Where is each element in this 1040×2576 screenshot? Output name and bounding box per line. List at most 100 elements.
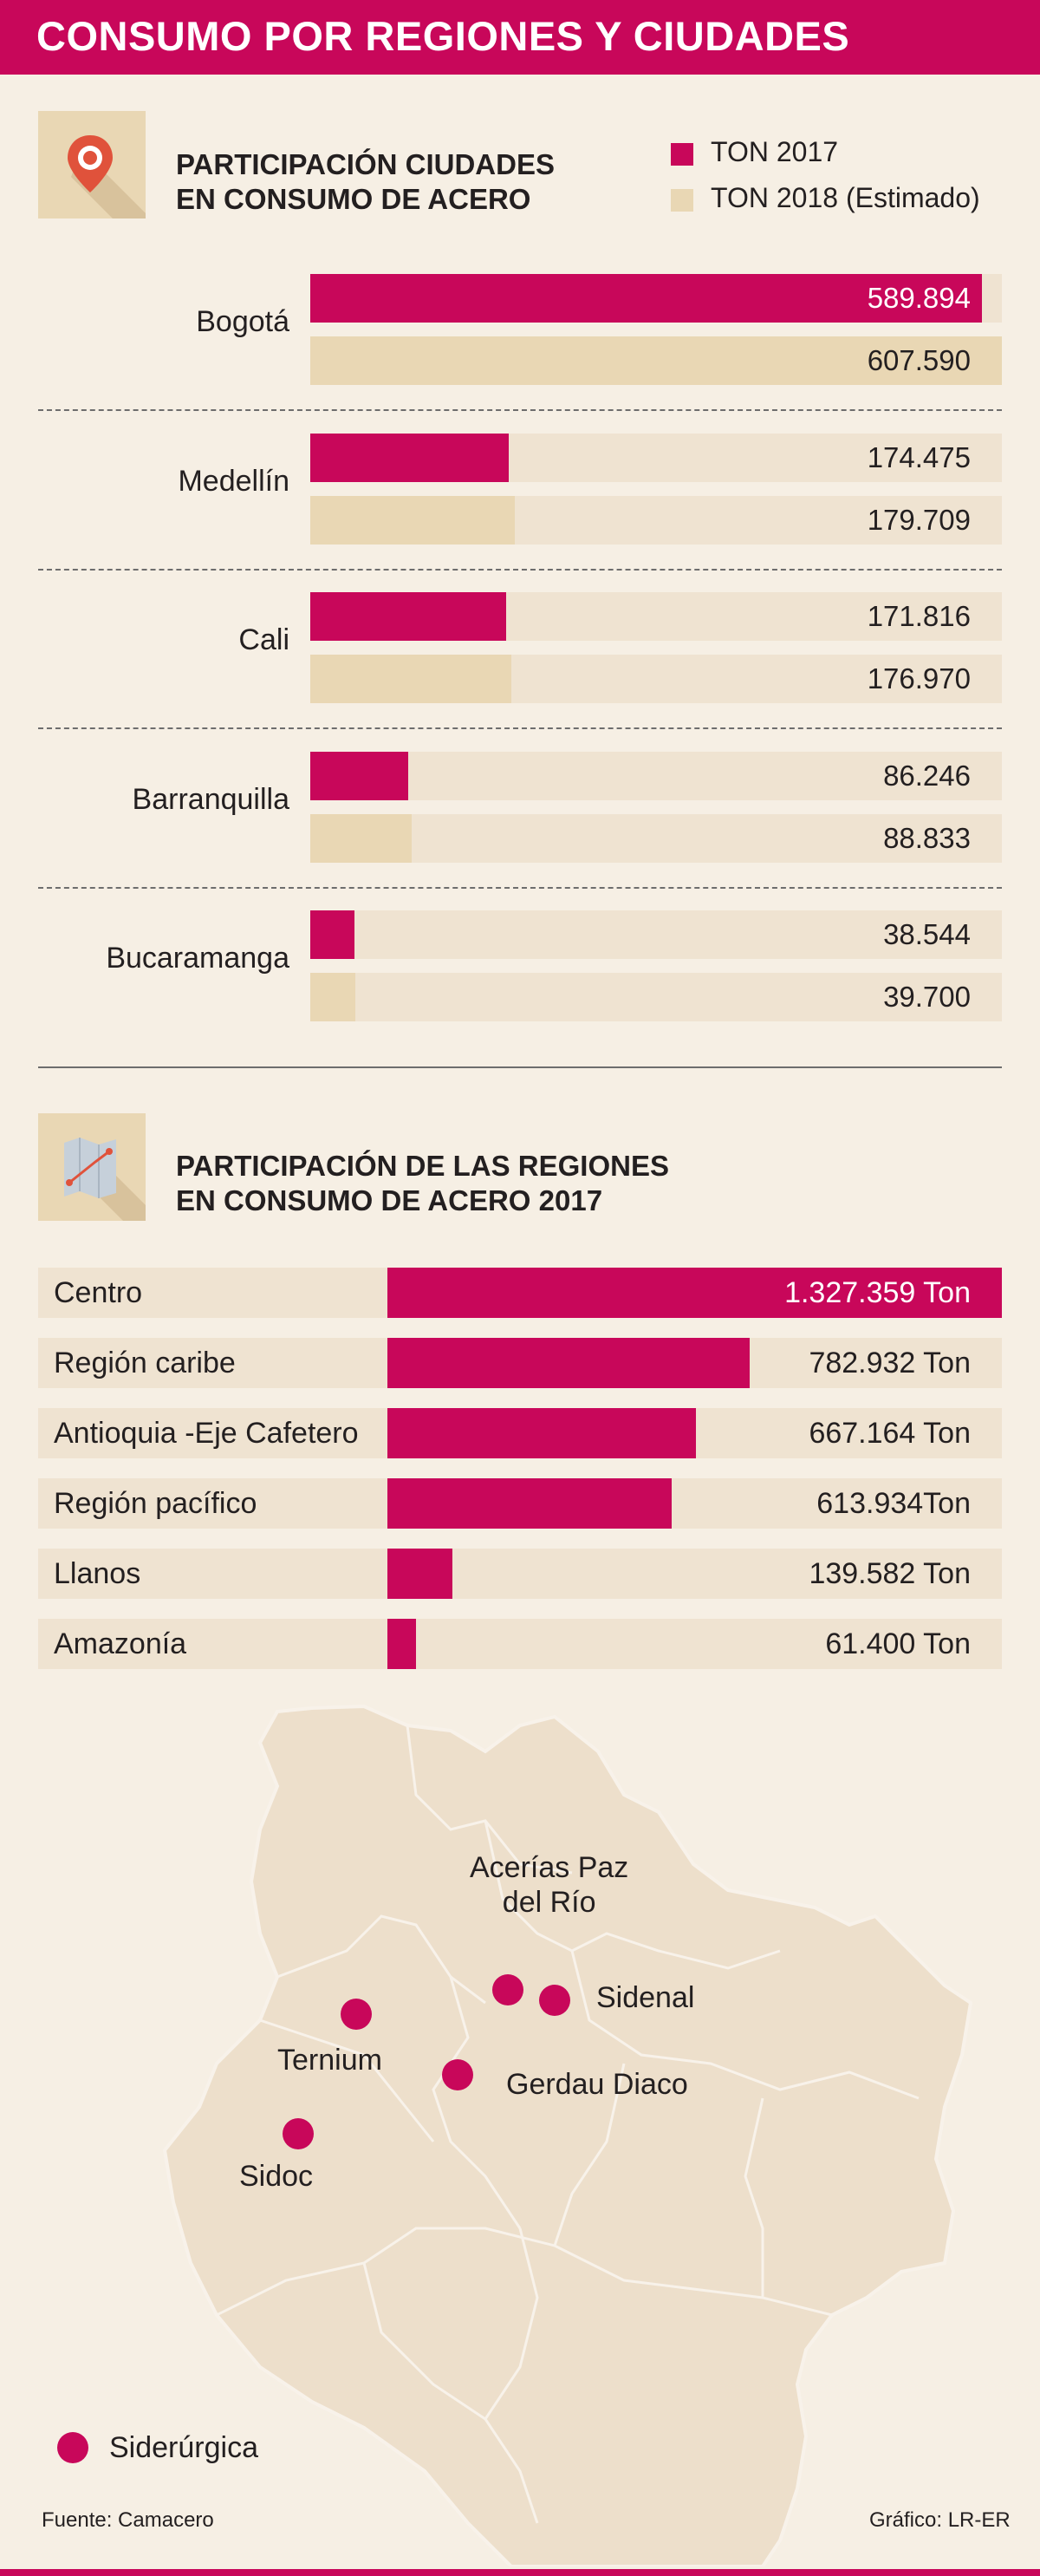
- region-bar: [387, 1338, 751, 1388]
- plant-name-line1: Acerías Paz: [470, 1851, 629, 1884]
- bar-value-2017: 86.246: [883, 759, 971, 792]
- bar-track-2017: 171.816: [310, 592, 1002, 641]
- source-note: Fuente: Camacero: [42, 2508, 214, 2532]
- group-divider: [38, 568, 1002, 571]
- group-divider: [38, 727, 1002, 729]
- city-label: Bogotá: [196, 305, 289, 338]
- colombia-map-outline: [162, 1704, 973, 2566]
- region-value: 613.934Ton: [816, 1487, 971, 1520]
- regions-title-line1: PARTICIPACIÓN DE LAS REGIONES: [176, 1150, 669, 1182]
- bar-value-2017: 38.544: [883, 918, 971, 950]
- region-row: Antioquia -Eje Cafetero 667.164 Ton: [38, 1408, 1002, 1458]
- region-bar: [387, 1619, 416, 1669]
- legend-label-2017: TON 2017: [711, 136, 839, 167]
- plant-name-line1: Gerdau Diaco: [506, 2068, 688, 2101]
- region-label: Centro: [54, 1276, 143, 1309]
- bar-2018: [310, 973, 356, 1021]
- colombia-map: [162, 1704, 973, 2566]
- region-bar: [387, 1268, 1002, 1318]
- bar-value-2018: 607.590: [867, 344, 971, 376]
- legend-swatch-2017: [671, 143, 693, 166]
- cities-title-line1: PARTICIPACIÓN CIUDADES: [176, 148, 555, 180]
- region-row: Región pacífico 613.934Ton: [38, 1478, 1002, 1529]
- region-row: Región caribe 782.932 Ton: [38, 1338, 1002, 1388]
- region-row: Llanos 139.582 Ton: [38, 1549, 1002, 1599]
- bar-2017: [310, 274, 982, 323]
- header-bar: [0, 0, 1040, 75]
- region-value: 667.164 Ton: [809, 1417, 971, 1450]
- plant-gerdau-diaco-dot: [442, 2059, 473, 2090]
- legend-plant-dot: [57, 2432, 88, 2463]
- bar-track-2018: 39.700: [310, 973, 1002, 1021]
- group-divider: [38, 886, 1002, 889]
- bar-value-2017: 589.894: [867, 282, 971, 314]
- plant-sidenal-label: Sidenal: [596, 1980, 694, 2015]
- bar-2018: [310, 813, 412, 863]
- bar-value-2017: 174.475: [867, 440, 971, 473]
- cities-title-line2: EN CONSUMO DE ACERO: [176, 183, 531, 215]
- plant-name-line1: Sidenal: [596, 1981, 695, 2014]
- region-value: 139.582 Ton: [809, 1557, 971, 1590]
- credit-note: Gráfico: LR-ER: [869, 2508, 1011, 2532]
- city-label: Cali: [238, 623, 289, 656]
- bar-track-2017: 174.475: [310, 433, 1002, 482]
- bar-track-2018: 88.833: [310, 813, 1002, 863]
- city-label: Bucaramanga: [106, 942, 289, 975]
- plant-name-line1: Sidoc: [239, 2160, 314, 2193]
- folded-map-icon: [38, 1113, 146, 1221]
- city-label: Medellín: [178, 464, 289, 498]
- bar-2017: [310, 751, 409, 800]
- region-label: Región pacífico: [54, 1487, 257, 1520]
- plant-name-line2: del Río: [502, 1886, 596, 1919]
- bar-track-2017: 86.246: [310, 751, 1002, 800]
- region-label: Amazonía: [54, 1627, 187, 1660]
- bar-2018: [310, 655, 512, 703]
- region-label: Llanos: [54, 1557, 141, 1590]
- bar-value-2017: 171.816: [867, 600, 971, 632]
- section-divider: [38, 1066, 1002, 1068]
- region-bar: [387, 1549, 452, 1599]
- bar-track-2017: 589.894: [310, 274, 1002, 323]
- plant-acerias-paz-del-rio-label: Acerías Paz del Río: [470, 1850, 628, 1920]
- bar-value-2018: 88.833: [883, 821, 971, 854]
- region-value: 1.327.359 Ton: [784, 1276, 971, 1309]
- region-value: 61.400 Ton: [825, 1627, 971, 1660]
- bar-2018: [310, 336, 1002, 385]
- bar-2018: [310, 495, 516, 545]
- region-bar: [387, 1408, 697, 1458]
- region-row: Centro 1.327.359 Ton: [38, 1268, 1002, 1318]
- regions-title-line2: EN CONSUMO DE ACERO 2017: [176, 1184, 603, 1216]
- region-label: Antioquia -Eje Cafetero: [54, 1417, 359, 1450]
- plant-ternium-dot: [341, 1999, 372, 2030]
- bar-track-2018: 607.590: [310, 336, 1002, 385]
- legend-label-2018: TON 2018 (Estimado): [711, 182, 980, 213]
- region-value: 782.932 Ton: [809, 1347, 971, 1379]
- legend-swatch-2018: [671, 189, 693, 212]
- bar-value-2018: 176.970: [867, 662, 971, 695]
- bottom-bar: [0, 2569, 1040, 2576]
- bar-track-2018: 179.709: [310, 495, 1002, 545]
- bar-2017: [310, 910, 354, 959]
- map-pin-icon: [38, 111, 146, 218]
- plant-ternium-label: Ternium: [277, 2043, 382, 2077]
- plant-acerias-paz-del-rio-dot: [492, 1974, 523, 2005]
- plant-sidoc-label: Sidoc: [239, 2159, 313, 2194]
- bar-track-2018: 176.970: [310, 655, 1002, 703]
- cities-chart-title: PARTICIPACIÓN CIUDADES EN CONSUMO DE ACE…: [176, 147, 555, 217]
- region-label: Región caribe: [54, 1347, 236, 1379]
- plant-sidoc-dot: [283, 2118, 314, 2149]
- plant-sidenal-dot: [539, 1985, 570, 2016]
- city-label: Barranquilla: [132, 782, 289, 816]
- bar-value-2018: 39.700: [883, 981, 971, 1013]
- region-row: Amazonía 61.400 Ton: [38, 1619, 1002, 1669]
- bar-value-2018: 179.709: [867, 503, 971, 536]
- plant-name-line1: Ternium: [277, 2044, 382, 2077]
- bar-2017: [310, 433, 510, 482]
- bar-track-2017: 38.544: [310, 910, 1002, 959]
- page-title: CONSUMO POR REGIONES Y CIUDADES: [36, 13, 850, 59]
- legend-plant-label: Siderúrgica: [109, 2431, 258, 2464]
- regions-chart-title: PARTICIPACIÓN DE LAS REGIONES EN CONSUMO…: [176, 1149, 669, 1218]
- region-bar: [387, 1478, 672, 1529]
- group-divider: [38, 409, 1002, 411]
- plant-gerdau-diaco-label: Gerdau Diaco: [506, 2067, 688, 2102]
